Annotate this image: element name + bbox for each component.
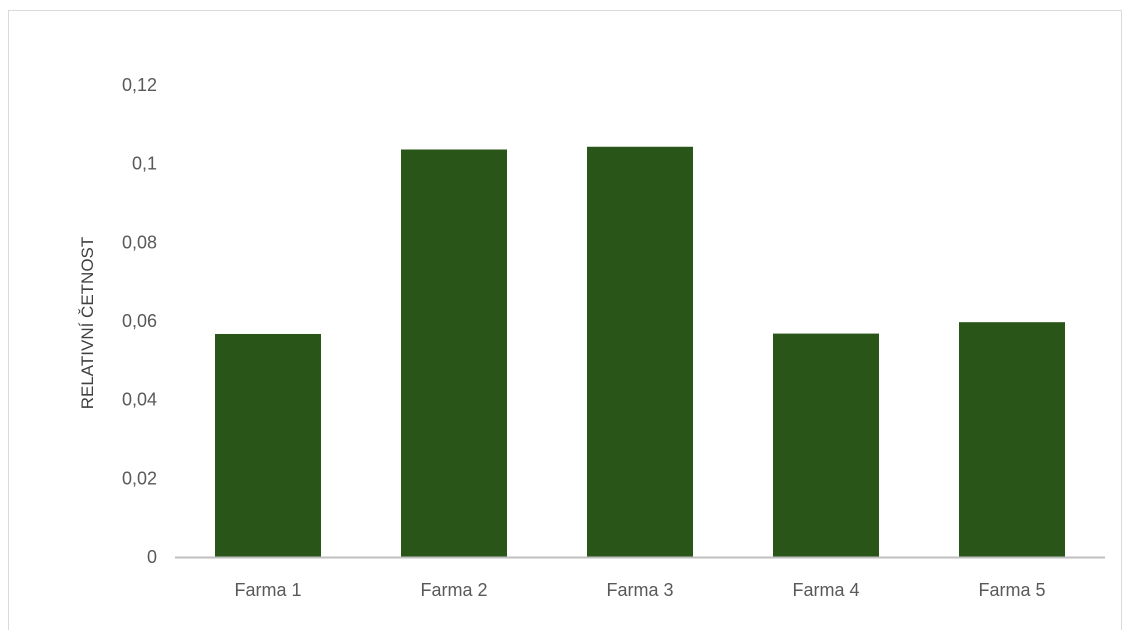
x-tick-label: Farma 3 bbox=[606, 580, 673, 600]
bar-2 bbox=[401, 149, 507, 558]
x-tick-label: Farma 5 bbox=[978, 580, 1045, 600]
bar-4 bbox=[773, 333, 879, 557]
y-axis-label: RELATIVNÍ ČETNOST bbox=[78, 237, 97, 410]
y-tick-label: 0,12 bbox=[122, 75, 157, 95]
x-axis-ticks: Farma 1 Farma 2 Farma 3 Farma 4 Farma 5 bbox=[234, 580, 1045, 600]
y-tick-label: 0,04 bbox=[122, 390, 157, 410]
x-tick-label: Farma 1 bbox=[234, 580, 301, 600]
y-tick-label: 0,02 bbox=[122, 468, 157, 488]
chart-frame bbox=[8, 10, 1122, 630]
y-tick-label: 0 bbox=[147, 547, 157, 567]
x-tick-label: Farma 2 bbox=[420, 580, 487, 600]
bar-3 bbox=[587, 146, 693, 557]
bar-5 bbox=[959, 322, 1065, 557]
bar-1 bbox=[215, 333, 321, 557]
bars-group bbox=[215, 146, 1065, 558]
y-tick-label: 0,1 bbox=[132, 154, 157, 174]
x-tick-label: Farma 4 bbox=[792, 580, 859, 600]
y-axis-ticks: 0 0,02 0,04 0,06 0,08 0,1 0,12 bbox=[122, 75, 157, 567]
y-tick-label: 0,06 bbox=[122, 311, 157, 331]
y-tick-label: 0,08 bbox=[122, 232, 157, 252]
